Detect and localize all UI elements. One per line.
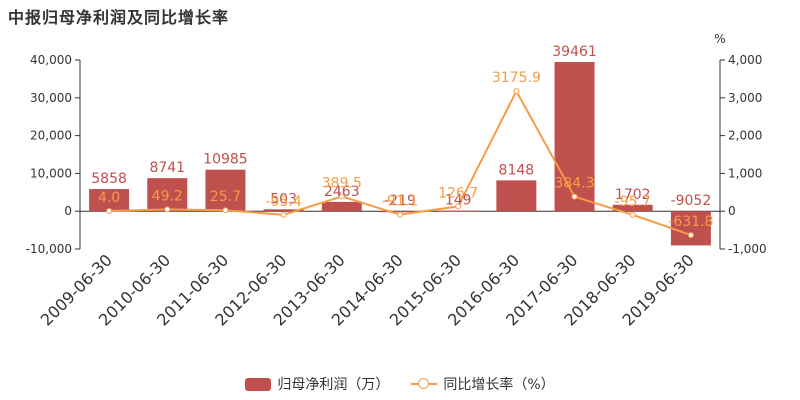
growth-point [687, 232, 694, 239]
bar-data-label: 1702 [615, 187, 651, 203]
growth-data-label: -95.4 [266, 194, 302, 210]
bar-data-label: 10985 [203, 152, 248, 168]
bar [147, 178, 188, 212]
legend-bar-swatch [245, 377, 272, 391]
bar [612, 204, 653, 212]
left-tick-label: 20,000 [30, 129, 72, 143]
growth-data-label: -95.7 [615, 194, 651, 210]
bar [670, 211, 711, 246]
chart-title: 中报归母净利润及同比增长率 [8, 8, 230, 27]
growth-data-label: 25.7 [210, 189, 241, 205]
growth-data-label: -91.1 [382, 194, 418, 210]
legend-item-growth[interactable]: 同比增长率（%） [411, 374, 555, 394]
right-axis-unit: % [714, 32, 725, 46]
growth-point [629, 211, 636, 218]
right-tick-label: 1,000 [728, 166, 762, 180]
bar-data-label: 5858 [91, 171, 127, 187]
growth-point [338, 193, 345, 200]
left-tick-label: 10,000 [30, 166, 72, 180]
left-tick-label: 30,000 [30, 91, 72, 105]
bar [496, 180, 537, 212]
bar [438, 210, 479, 212]
bar-data-label: 8148 [499, 162, 535, 178]
combo-chart: -10,000 0 10,000 20,000 30,000 40,000 -1,000 0 1… [26, 32, 767, 330]
bar [89, 189, 130, 212]
growth-point [397, 211, 403, 218]
bar-data-label: 2463 [324, 184, 360, 200]
bar-data-label: 8741 [149, 160, 185, 176]
growth-point [164, 206, 171, 213]
growth-point [455, 203, 462, 210]
growth-data-label: 49.2 [152, 188, 183, 204]
right-tick-label: 0 [728, 204, 736, 218]
left-tick-label: 0 [64, 204, 72, 218]
growth-data-label: 3175.9 [492, 70, 541, 86]
growth-data-label: 126.7 [438, 185, 478, 201]
growth-data-label: 4.0 [98, 190, 120, 206]
growth-point [513, 88, 520, 95]
legend-label-profit: 归母净利润（万） [277, 377, 390, 393]
bar-data-label: 503 [270, 191, 297, 207]
bar [554, 62, 595, 212]
right-tick-label: 3,000 [728, 91, 762, 105]
growth-point [222, 207, 229, 214]
left-tick-label: 40,000 [30, 53, 72, 67]
legend-label-growth: 同比增长率（%） [443, 377, 555, 393]
growth-point [571, 193, 578, 200]
growth-data-label: 389.5 [322, 175, 362, 191]
bar-data-label: -219 [384, 193, 416, 209]
bar [263, 209, 304, 212]
right-tick-label: 4,000 [728, 53, 762, 67]
growth-data-label: -631.8 [668, 214, 713, 230]
legend-item-profit[interactable]: 归母净利润（万） [245, 374, 389, 394]
bar-data-label: 149 [445, 193, 472, 209]
right-tick-label: -1,000 [728, 242, 767, 256]
growth-data-label: 384.3 [554, 176, 594, 192]
growth-point [106, 208, 113, 215]
bar-data-label: 39461 [552, 44, 597, 60]
growth-point [280, 211, 287, 218]
bar [321, 201, 362, 212]
left-tick-label: -10,000 [26, 242, 72, 256]
legend: 归母净利润（万） 同比增长率（%） [0, 374, 800, 394]
bar [205, 169, 246, 212]
right-tick-label: 2,000 [728, 129, 762, 143]
bar-data-label: -9052 [671, 193, 712, 209]
legend-line-swatch [411, 377, 438, 391]
